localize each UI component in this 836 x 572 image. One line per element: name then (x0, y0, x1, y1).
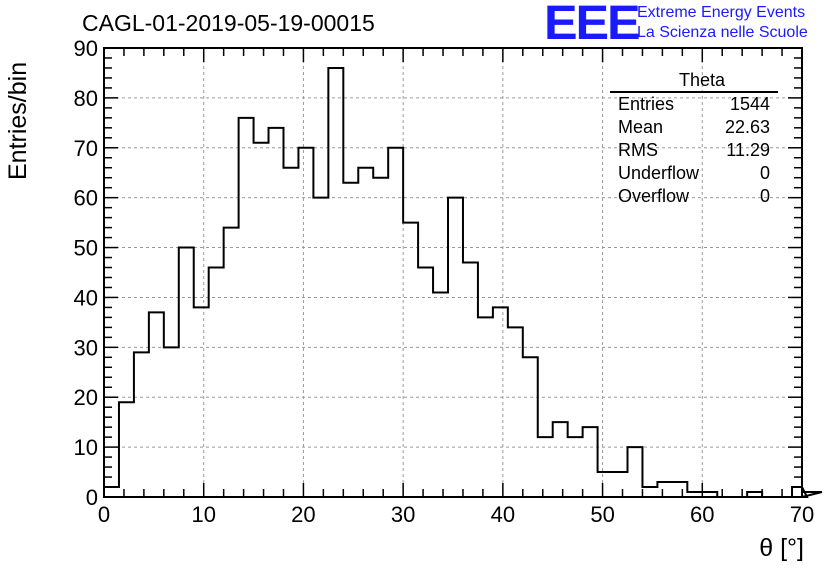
histogram-bin (254, 143, 269, 497)
stats-label: RMS (618, 140, 658, 160)
stats-row-underflow: Underflow 0 (610, 162, 778, 185)
histogram-bin (508, 327, 523, 497)
histogram-bin (134, 352, 149, 497)
histogram-series (103, 66, 823, 498)
histogram-bin (403, 223, 418, 497)
histogram-bin (119, 402, 134, 497)
logo-line-1: Extreme Energy Events (637, 4, 806, 21)
y-tick-label: 0 (86, 485, 98, 510)
histogram-bin (104, 487, 119, 497)
x-tick-label: 60 (690, 502, 714, 527)
histogram-bin (493, 307, 508, 497)
y-tick-label: 30 (74, 335, 98, 360)
x-tick-label: 20 (291, 502, 315, 527)
histogram-bin (613, 472, 628, 497)
y-axis-label: Entries/bin (4, 61, 32, 180)
histogram-bin (269, 128, 284, 497)
stats-row-overflow: Overflow 0 (610, 185, 778, 208)
x-tick-label: 10 (191, 502, 215, 527)
histogram-bin (672, 482, 687, 497)
plot-title: CAGL-01-2019-05-19-00015 (82, 10, 375, 36)
histogram-bin (583, 427, 598, 497)
y-tick-label: 50 (74, 236, 98, 261)
histogram-bin (149, 312, 164, 497)
histogram-bin (628, 447, 643, 497)
histogram-bin (283, 168, 298, 497)
stats-label: Overflow (618, 186, 690, 206)
histogram-bin (328, 68, 343, 497)
stats-value: 0 (759, 163, 770, 183)
stats-title: Theta (610, 70, 778, 93)
histogram-bin (239, 118, 254, 497)
eee-logo: EEE (544, 0, 641, 50)
histogram-bin (164, 347, 179, 497)
y-tick-label: 90 (74, 36, 98, 61)
y-tick-label: 80 (74, 86, 98, 111)
y-tick-label: 40 (74, 285, 98, 310)
axes: 0 10 20 30 40 50 60 70 0 10 20 30 40 50 60 70 80 90 (74, 36, 815, 527)
x-tick-label: 50 (590, 502, 614, 527)
histogram-bin (448, 198, 463, 497)
histogram-bin (343, 183, 358, 497)
stats-value: 22.63 (724, 117, 770, 137)
x-tick-label: 70 (790, 502, 814, 527)
histogram-bin (298, 148, 313, 497)
histogram-bin (373, 178, 388, 497)
histogram-bin (194, 307, 209, 497)
histogram-bin (538, 437, 553, 497)
histogram-bin (463, 263, 478, 497)
histogram-bin (523, 357, 538, 497)
stats-label: Underflow (618, 163, 700, 183)
histogram-bin (598, 472, 613, 497)
histogram-bin (313, 198, 328, 497)
stats-value: 1544 (729, 94, 770, 114)
stats-label: Entries (618, 94, 675, 114)
y-tick-label: 70 (74, 136, 98, 161)
histogram-bin (224, 228, 239, 497)
histogram-bin (792, 487, 802, 497)
histogram-bin (657, 482, 672, 497)
histogram-bin (388, 148, 403, 497)
y-tick-label: 60 (74, 186, 98, 211)
histogram-bin (642, 487, 657, 497)
histogram-bin (478, 317, 493, 497)
x-tick-label: 0 (98, 502, 110, 527)
histogram-bin (418, 268, 433, 497)
logo-text: Extreme Energy Events La Scienza nelle S… (637, 3, 808, 43)
stats-label: Mean (618, 117, 664, 137)
histogram-bin (433, 292, 448, 497)
stats-box: Theta Entries 1544 Mean 22.63 RMS 11.29 … (610, 70, 778, 208)
histogram-bin (179, 248, 194, 497)
x-tick-label: 30 (391, 502, 415, 527)
histogram-bin (553, 422, 568, 497)
plot-frame (103, 47, 803, 498)
stats-row-entries: Entries 1544 (610, 93, 778, 116)
logo-line-2: La Scienza nelle Scuole (637, 24, 808, 41)
histogram-bin (568, 437, 583, 497)
x-axis-label: θ [°] (759, 534, 804, 562)
histogram-bin (358, 168, 373, 497)
stats-value: 0 (759, 186, 770, 206)
stats-row-rms: RMS 11.29 (610, 139, 778, 162)
y-tick-label: 20 (74, 385, 98, 410)
x-tick-label: 40 (491, 502, 515, 527)
stats-row-mean: Mean 22.63 (610, 116, 778, 139)
histogram-bin (209, 268, 224, 497)
stats-value: 11.29 (726, 140, 770, 160)
y-tick-label: 10 (74, 435, 98, 460)
histogram-outline (103, 66, 823, 498)
